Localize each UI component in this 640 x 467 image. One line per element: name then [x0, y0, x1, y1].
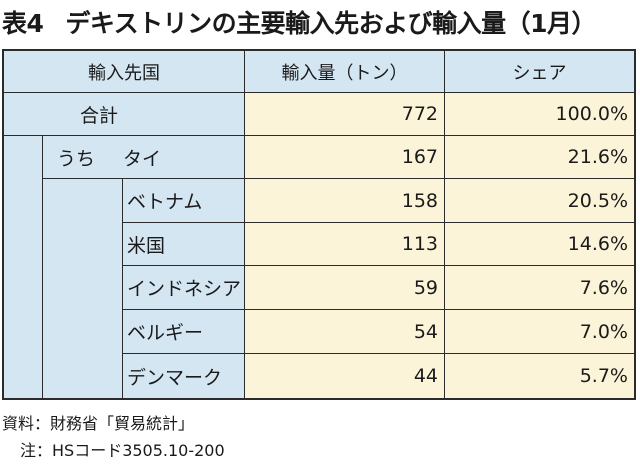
volume-cell: 158	[245, 179, 445, 223]
sub-prefix: うち	[57, 147, 96, 170]
country-name: タイ	[123, 147, 162, 170]
country-name: デンマーク	[122, 354, 245, 398]
header-volume: 輸入量（トン）	[245, 51, 445, 93]
share-cell: 20.5%	[445, 179, 634, 223]
volume-cell: 54	[245, 310, 445, 354]
table-title-text: デキストリンの主要輸入先および輸入量（1月）	[65, 9, 597, 38]
table-title: 表4 デキストリンの主要輸入先および輸入量（1月）	[2, 4, 638, 40]
share-cell: 7.0%	[445, 310, 634, 354]
volume-cell: 167	[245, 136, 445, 179]
source-note: 資料：財務省「貿易統計」	[2, 414, 195, 433]
total-volume: 772	[245, 93, 445, 136]
volume-cell: 113	[245, 223, 445, 266]
country-name: ベルギー	[122, 310, 245, 354]
table-number: 表4	[2, 9, 44, 38]
import-table: 輸入先国 輸入量（トン） シェア 合計 772 100.0% うち タイ 167…	[2, 49, 636, 400]
header-country: 輸入先国	[4, 51, 245, 93]
share-cell: 7.6%	[445, 266, 634, 310]
indent-band	[4, 93, 42, 398]
share-cell: 5.7%	[445, 354, 634, 398]
sub-indent-band	[42, 136, 122, 398]
table-row-label: うち タイ	[42, 136, 245, 179]
volume-cell: 59	[245, 266, 445, 310]
share-cell: 14.6%	[445, 223, 634, 266]
total-share: 100.0%	[445, 93, 634, 136]
share-cell: 21.6%	[445, 136, 634, 179]
volume-cell: 44	[245, 354, 445, 398]
header-share: シェア	[445, 51, 634, 93]
country-name: 米国	[122, 223, 245, 266]
country-name: ベトナム	[122, 179, 245, 223]
total-label: 合計	[4, 93, 245, 136]
country-name: インドネシア	[122, 266, 245, 310]
footnote: 注：HSコード3505.10-200	[20, 441, 225, 460]
